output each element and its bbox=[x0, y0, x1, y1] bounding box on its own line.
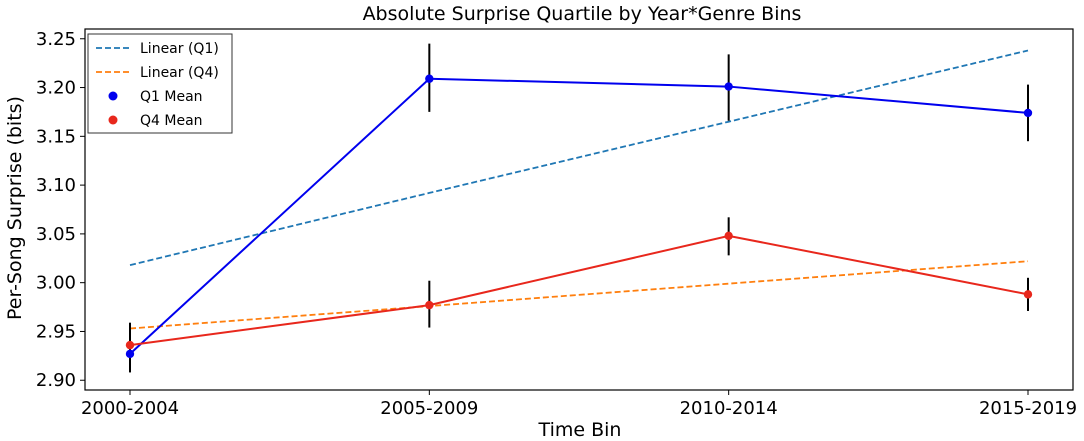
chart-title: Absolute Surprise Quartile by Year*Genre… bbox=[363, 3, 802, 25]
y-tick-label: 3.00 bbox=[36, 273, 76, 294]
y-tick-label: 3.25 bbox=[36, 29, 76, 50]
series-line bbox=[129, 77, 1029, 355]
x-tick-label: 2015-2019 bbox=[979, 398, 1077, 419]
data-point bbox=[1023, 108, 1033, 118]
data-point bbox=[1023, 290, 1033, 299]
y-tick-label: 3.10 bbox=[36, 175, 76, 196]
x-tick-label: 2000-2004 bbox=[81, 398, 179, 419]
x-tick-label: 2010-2014 bbox=[680, 398, 778, 419]
y-tick-label: 3.20 bbox=[36, 78, 76, 99]
legend-label-q4-mean: Q4 Mean bbox=[140, 113, 203, 129]
y-axis-label: Per-Song Surprise (bits) bbox=[4, 96, 26, 320]
plot-area: 2.90 2.95 3.00 3.05 3.10 3.15 3.20 3.25 2000-200… bbox=[36, 28, 1077, 419]
y-tick-label: 3.05 bbox=[36, 224, 76, 245]
y-tick-label: 3.15 bbox=[36, 126, 76, 147]
data-point bbox=[425, 300, 434, 310]
y-tick-label: 2.95 bbox=[36, 321, 76, 342]
data-point bbox=[724, 82, 733, 91]
data-point bbox=[125, 340, 135, 350]
legend-label-q1-mean: Q1 Mean bbox=[140, 89, 203, 105]
x-axis-label: Time Bin bbox=[538, 419, 622, 441]
plot-frame bbox=[84, 28, 1074, 391]
x-tick-label: 2005-2009 bbox=[380, 398, 478, 419]
legend: Linear (Q1) Linear (Q4) Q1 Mean Q4 Mean bbox=[87, 33, 233, 134]
series-line bbox=[129, 234, 1029, 347]
data-point bbox=[125, 349, 135, 359]
data-point bbox=[724, 231, 733, 241]
legend-marker-q4-mean bbox=[108, 115, 118, 125]
legend-label-linear-q1: Linear (Q1) bbox=[140, 41, 219, 57]
legend-label-linear-q4: Linear (Q4) bbox=[140, 65, 219, 81]
y-tick-label: 2.90 bbox=[36, 370, 76, 391]
trendline bbox=[129, 49, 1029, 266]
data-point bbox=[425, 74, 434, 83]
legend-marker-q1-mean bbox=[108, 91, 118, 101]
trendline bbox=[129, 260, 1029, 330]
